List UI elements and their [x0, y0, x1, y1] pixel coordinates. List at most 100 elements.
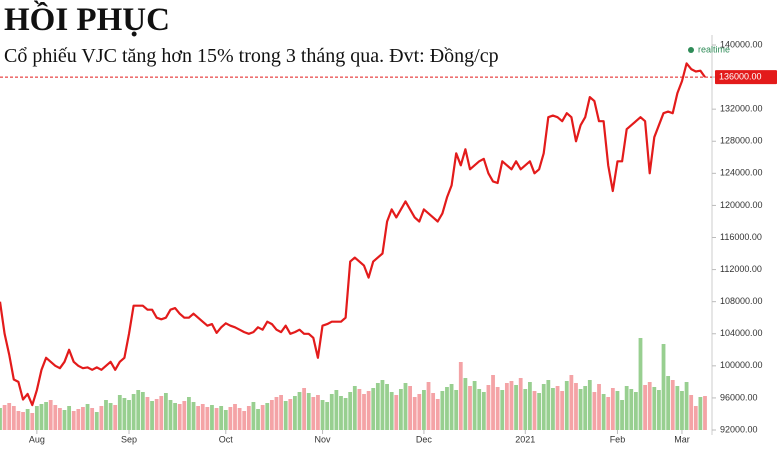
y-tick-label: 100000.00 [720, 360, 763, 370]
x-tick-label: Feb [610, 434, 626, 444]
volume-bar [661, 344, 666, 430]
volume-bar [117, 395, 122, 430]
volume-bar [62, 410, 67, 430]
volume-bar [168, 400, 173, 430]
volume-bar [302, 388, 307, 430]
volume-bar [67, 406, 72, 430]
volume-bar [408, 386, 412, 430]
volume-bar [578, 389, 583, 430]
volume-bar [348, 392, 353, 430]
volume-bar [11, 406, 16, 430]
volume-bar [104, 400, 108, 430]
volume-bar [200, 404, 205, 430]
volume-bar [329, 394, 334, 430]
volume-bar [154, 399, 159, 430]
volume-bar [85, 404, 90, 430]
volume-bar [260, 405, 265, 430]
volume-bar [491, 375, 495, 430]
y-tick-label: 124000.00 [720, 168, 763, 178]
x-tick-label: Mar [674, 434, 690, 444]
volume-bar [504, 383, 509, 430]
volume-bar [182, 401, 187, 430]
last-price-box [715, 70, 777, 85]
realtime-label: realtime [698, 44, 730, 54]
volume-bar [633, 392, 638, 430]
volume-bar [703, 396, 707, 430]
volume-bar [219, 406, 224, 430]
y-tick-label: 140000.00 [720, 39, 763, 49]
volume-bar [131, 394, 136, 430]
volume-bar [620, 400, 624, 430]
volume-bar [666, 376, 671, 430]
volume-bar [601, 394, 606, 430]
volume-bar [108, 403, 113, 430]
volume-bar [159, 396, 164, 430]
volume-bar [445, 387, 449, 430]
volume-bar [398, 389, 403, 430]
realtime-dot [688, 47, 694, 53]
volume-bar [514, 385, 518, 430]
volume-bar [537, 393, 542, 430]
y-tick-label: 104000.00 [720, 328, 763, 338]
volume-bar [528, 382, 532, 430]
volume-bar [214, 408, 219, 430]
volume-bar [53, 405, 58, 430]
volume-bar [127, 400, 131, 430]
volume-bar [684, 382, 689, 430]
volume-bar [624, 386, 629, 430]
volume-bar [454, 390, 459, 430]
volume-bar [357, 389, 362, 430]
volume-bar [643, 385, 647, 430]
volume-bar [76, 409, 81, 430]
volume-bar [551, 388, 555, 430]
volume-bar [205, 407, 210, 430]
volume-bar [34, 406, 39, 430]
volume-bar [532, 391, 537, 430]
volume-bar [233, 404, 237, 430]
volume-bar [334, 390, 339, 430]
volume-bar [2, 405, 7, 430]
volume-bar [610, 388, 615, 430]
volume-bar [422, 390, 426, 430]
volume-bar [657, 390, 661, 430]
volume-bar [389, 392, 394, 430]
volume-bar [362, 394, 366, 430]
volume-bar [523, 389, 528, 430]
volume-bar [0, 408, 2, 430]
volume-bar [316, 395, 320, 430]
volume-bar [394, 395, 399, 430]
volume-bar [569, 375, 574, 430]
volume-bar [71, 411, 76, 430]
volume-bar [246, 406, 251, 430]
volume-bar [297, 392, 302, 430]
volume-bar [385, 384, 389, 430]
volume-bar [638, 338, 643, 430]
volume-bar [500, 390, 505, 430]
volume-bar [472, 381, 477, 430]
volume-bar [560, 391, 565, 430]
x-tick-label: 2021 [515, 434, 535, 444]
volume-bar [426, 382, 431, 430]
price-line [0, 62, 706, 407]
volume-bar [145, 397, 150, 430]
volume-bar [251, 402, 256, 430]
x-tick-label: Nov [315, 434, 332, 444]
volume-bar [555, 386, 560, 430]
volume-bar [371, 388, 376, 430]
volume-bar [265, 403, 270, 430]
volume-bar [39, 404, 44, 430]
volume-bar [518, 378, 523, 430]
y-tick-label: 120000.00 [720, 200, 763, 210]
volume-bar [163, 393, 168, 430]
y-tick-label: 92000.00 [720, 424, 758, 434]
volume-bar [435, 399, 440, 430]
volume-bar [583, 386, 588, 430]
volume-bar [177, 404, 182, 430]
y-tick-label: 128000.00 [720, 136, 763, 146]
volume-bar [187, 397, 191, 430]
volume-bar [191, 402, 196, 430]
x-tick-label: Sep [121, 434, 137, 444]
volume-bar [242, 411, 247, 430]
volume-bar [288, 399, 293, 430]
volume-bar [94, 412, 99, 430]
